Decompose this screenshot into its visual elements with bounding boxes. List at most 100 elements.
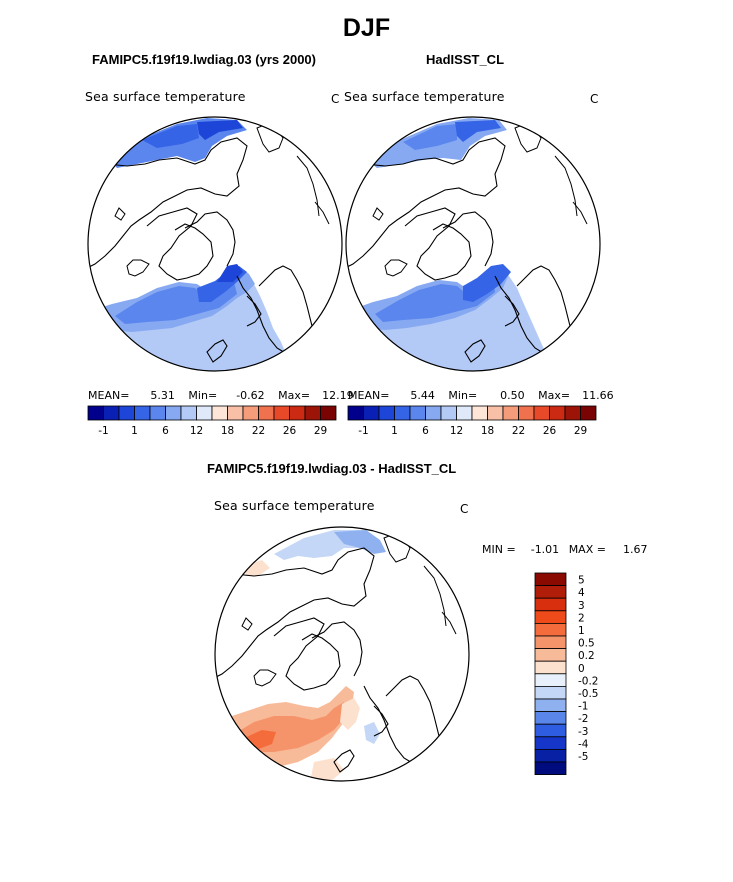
atlantic-cool-sst-region: [115, 274, 237, 324]
arctic-edge-sst-region: [455, 120, 501, 142]
right-mean-label: MEAN=: [348, 389, 390, 402]
diff-colorbar-tick-label: -1: [578, 701, 588, 713]
colorbar-swatch: [580, 405, 597, 421]
colorbar-swatch: [196, 405, 213, 421]
diff-colorbar-tick-label: -5: [578, 751, 588, 763]
diff-colorbar-tick-label: -4: [578, 738, 589, 750]
diff-colorbar-tick-label: 1: [578, 625, 585, 637]
norwegian-positive-diff-region: [340, 698, 360, 730]
right-plot-units: C: [590, 92, 599, 106]
colorbar-tick-label: -1: [358, 425, 368, 437]
colorbar-swatch: [518, 405, 535, 421]
bering-cold-sst-region: [142, 124, 199, 148]
diff-colorbar-tick-label: 0.2: [578, 650, 595, 662]
page-title: DJF: [342, 14, 391, 42]
colorbar-tick-label: 18: [481, 425, 494, 437]
colorbar-swatch: [211, 405, 228, 421]
colorbar-tick-label: 12: [190, 425, 203, 437]
bering-cool-sst-region: [403, 124, 457, 150]
colorbar-swatch: [425, 405, 442, 421]
diff-colorbar-swatch: [534, 585, 567, 599]
diff-colorbar-tick-label: -3: [578, 726, 588, 738]
diff-colorbar-tick-label: 2: [578, 612, 585, 624]
diff-max-label: MAX =: [568, 543, 606, 556]
diff-colorbar-swatch: [534, 748, 567, 763]
left-stats: MEAN= 5.31 Min= -0.62 Max= 12.19: [88, 389, 354, 402]
difference-sst-map: [214, 526, 470, 782]
diff-colorbar-tick-label: -2: [578, 713, 588, 725]
diff-max-value: 1.67: [622, 543, 648, 556]
diff-colorbar-swatch: [534, 610, 567, 624]
colorbar-swatch: [394, 405, 411, 421]
diff-plot-title: Sea surface temperature: [214, 498, 375, 513]
colorbar-tick-label: 22: [252, 425, 265, 437]
colorbar-swatch: [304, 405, 321, 421]
left-min-value: -0.62: [236, 389, 265, 402]
colorbar-tick-label: 26: [543, 425, 557, 437]
left-max-label: Max=: [278, 389, 311, 402]
left-plot-title: Sea surface temperature: [85, 89, 246, 104]
left-min-label: Min=: [188, 389, 218, 402]
diff-colorbar-swatch: [534, 635, 567, 650]
right-case-title: HadISST_CL: [426, 52, 505, 67]
colorbar-swatch: [242, 405, 259, 421]
diff-colorbar-swatch: [534, 686, 567, 700]
diff-colorbar-swatch: [534, 660, 567, 675]
colorbar-swatch: [471, 405, 488, 421]
arctic-negative-diff-region: [334, 530, 386, 554]
diff-colorbar-swatch: [534, 698, 567, 713]
colorbar-swatch: [87, 405, 104, 421]
diff-colorbar-tick-label: -0.2: [578, 675, 599, 687]
colorbar-swatch: [502, 405, 519, 421]
diff-colorbar-tick-label: 0.5: [578, 638, 595, 650]
diff-case-title: FAMIPC5.f19f19.lwdiag.03 - HadISST_CL: [207, 461, 457, 476]
colorbar-swatch: [320, 405, 337, 421]
colorbar-swatch: [273, 405, 290, 421]
right-mean-value: 5.44: [410, 389, 435, 402]
left-mean-label: MEAN=: [88, 389, 130, 402]
left-colorbar: -1 1 6 12 18 22 26 29: [87, 405, 337, 437]
right-max-value: 11.66: [582, 389, 614, 402]
colorbar-swatch: [533, 405, 550, 421]
colorbar-swatch: [549, 405, 566, 421]
colorbar-swatch: [409, 405, 426, 421]
colorbar-swatch: [564, 405, 581, 421]
diff-colorbar-tick-label: 4: [578, 587, 585, 599]
colorbar-swatch: [258, 405, 275, 421]
colorbar-swatch: [289, 405, 306, 421]
right-colorbar: -1 1 6 12 18 22 26 29: [347, 405, 597, 437]
colorbar-swatch: [487, 405, 504, 421]
colorbar-swatch: [180, 405, 197, 421]
diff-colorbar-swatch: [534, 597, 567, 612]
colorbar-swatch: [118, 405, 135, 421]
diff-stats: MIN = -1.01 MAX = 1.67: [482, 543, 647, 556]
diff-colorbar-swatch: [534, 648, 567, 662]
right-stats: MEAN= 5.44 Min= 0.50 Max= 11.66: [348, 389, 614, 402]
baltic-negative-diff-region: [364, 722, 380, 744]
colorbar-tick-label: 12: [450, 425, 463, 437]
colorbar-swatch: [165, 405, 182, 421]
colorbar-swatch: [149, 405, 166, 421]
colorbar-swatch: [363, 405, 380, 421]
atlantic-cool-sst-region: [375, 274, 495, 322]
colorbar-tick-label: 6: [422, 425, 429, 437]
diff-colorbar-swatch: [534, 673, 567, 687]
colorbar-tick-label: 1: [131, 425, 138, 437]
right-min-label: Min=: [448, 389, 478, 402]
colorbar-tick-label: 26: [283, 425, 297, 437]
colorbar-tick-label: 29: [574, 425, 587, 437]
diff-colorbar-swatch: [534, 761, 567, 776]
colorbar-swatch: [227, 405, 244, 421]
colorbar-swatch: [347, 405, 364, 421]
diff-colorbar-swatch: [534, 723, 567, 738]
colorbar-tick-label: 18: [221, 425, 234, 437]
left-plot-units: C: [331, 92, 340, 106]
diff-colorbar-tick-label: 3: [578, 600, 585, 612]
colorbar-swatch: [378, 405, 395, 421]
right-min-value: 0.50: [500, 389, 525, 402]
barents-sst-region: [217, 264, 243, 282]
left-mean-value: 5.31: [150, 389, 175, 402]
colorbar-swatch: [103, 405, 120, 421]
diff-colorbar-tick-label: -0.5: [578, 688, 599, 700]
